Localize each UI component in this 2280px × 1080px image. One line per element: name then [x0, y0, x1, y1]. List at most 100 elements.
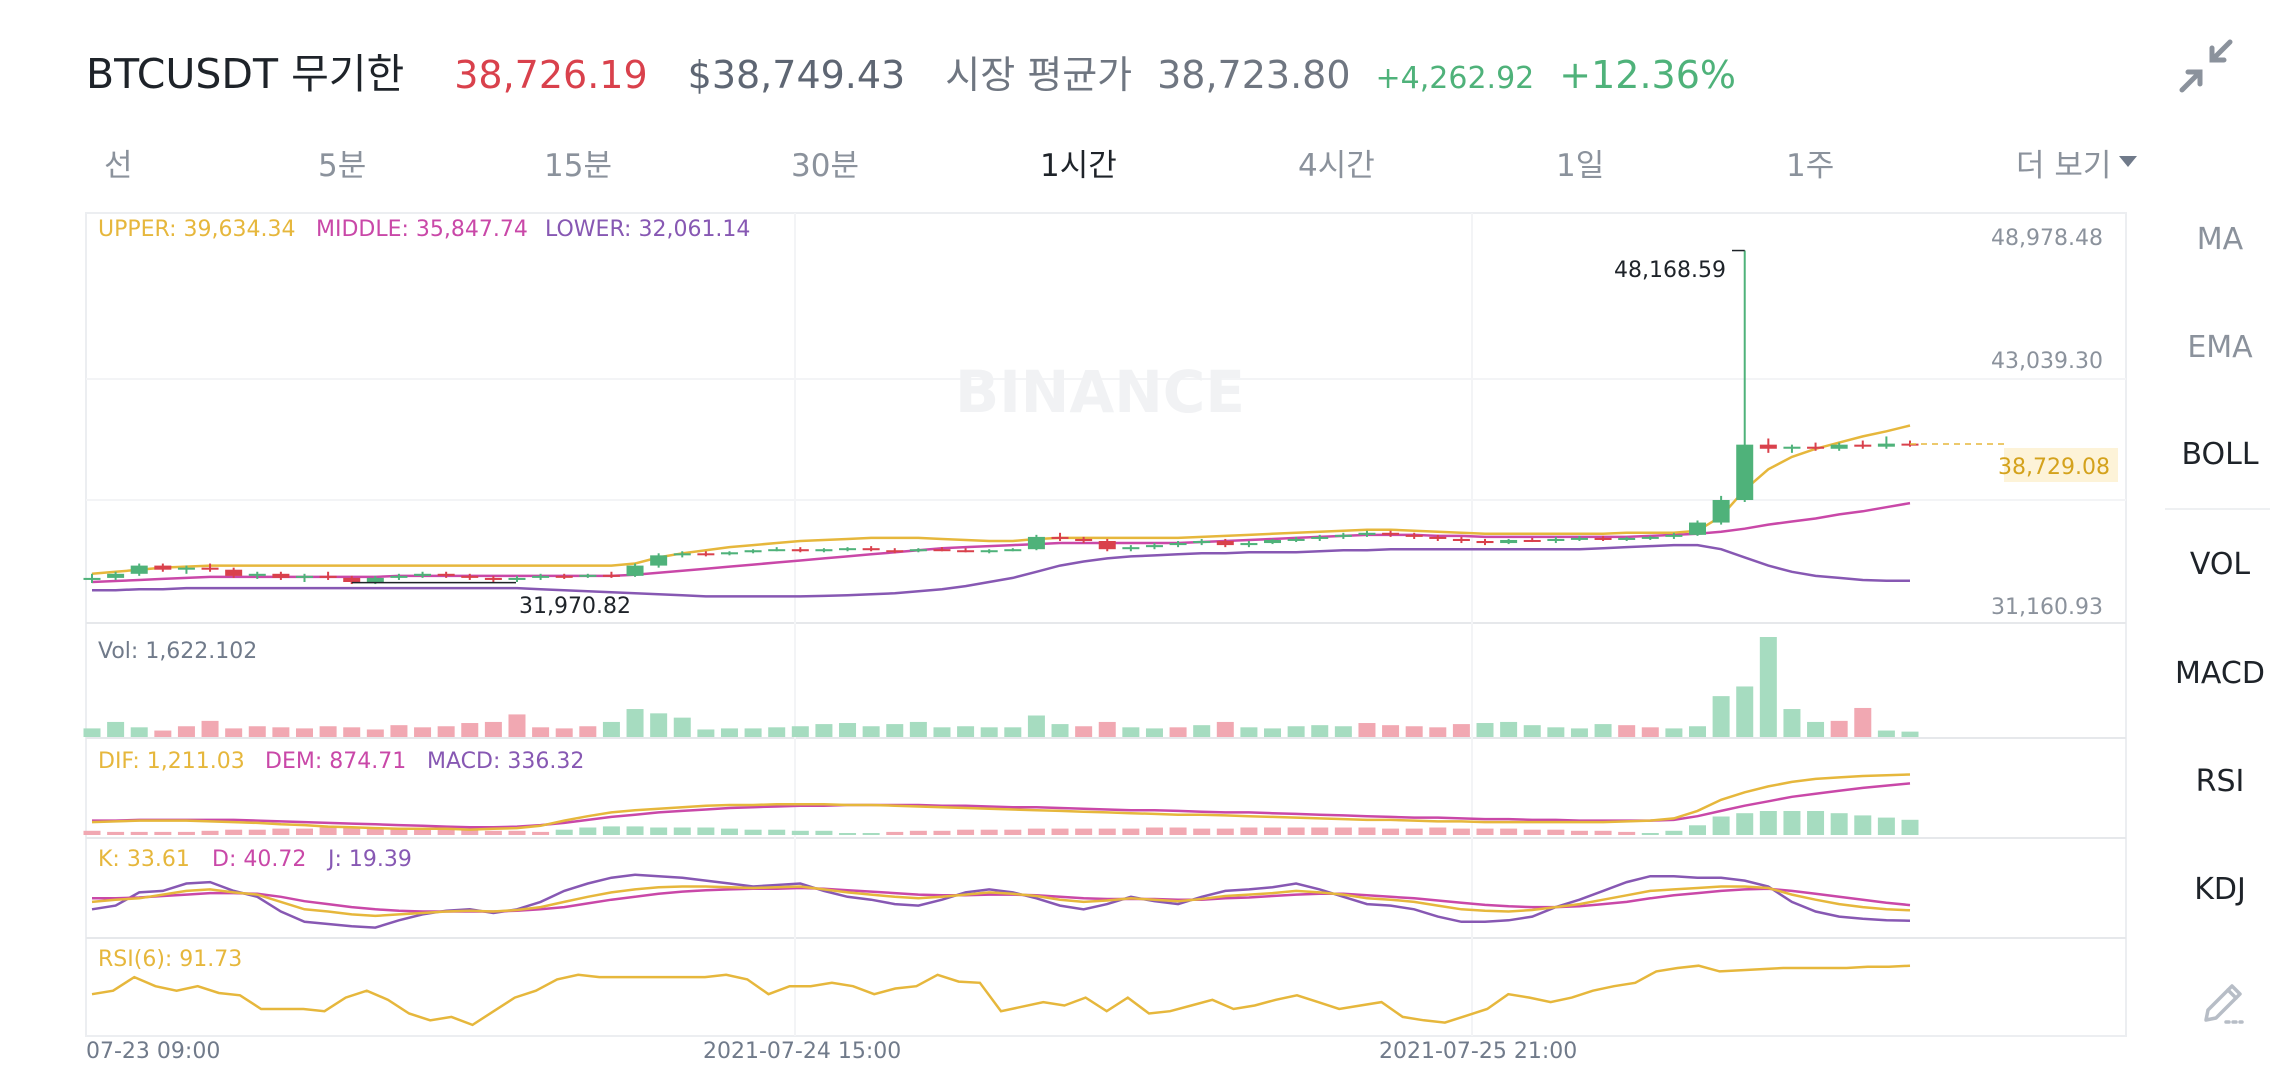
- candle-body: [130, 565, 148, 574]
- macd-histogram-bar: [791, 830, 809, 835]
- volume-bar: [1500, 721, 1518, 737]
- candle-body: [1193, 541, 1211, 544]
- macd-histogram-bar: [1547, 829, 1565, 835]
- macd-dem-label: DEM: 874.71: [265, 749, 406, 774]
- volume-bar: [1122, 727, 1140, 737]
- kdj-d-label: D: 40.72: [212, 847, 306, 872]
- macd-histogram-bar: [1877, 817, 1895, 835]
- candle-body: [319, 575, 337, 578]
- candle-body: [957, 550, 975, 553]
- candle-body: [579, 574, 597, 577]
- candle-body: [886, 550, 904, 553]
- candle-body: [1382, 532, 1400, 535]
- macd-histogram-bar: [1264, 827, 1282, 835]
- volume-bar: [390, 725, 408, 737]
- macd-histogram-bar: [1618, 831, 1636, 835]
- symbol-title[interactable]: BTCUSDT 무기한: [86, 50, 405, 98]
- macd-value-label: MACD: 336.32: [427, 749, 584, 774]
- pencil-draw-icon[interactable]: [2198, 978, 2248, 1028]
- boll-middle-line: [91, 501, 1911, 584]
- candle-body: [1641, 536, 1659, 539]
- side-item-ema[interactable]: EMA: [2187, 330, 2253, 365]
- macd-histogram-bar: [272, 828, 290, 835]
- macd-histogram-bar: [1358, 827, 1376, 835]
- macd-histogram-bar: [343, 827, 361, 835]
- volume-bar: [130, 727, 148, 737]
- volume-bar: [1382, 725, 1400, 737]
- candle-body: [909, 549, 927, 552]
- tab-30m[interactable]: 30분: [791, 148, 859, 184]
- candle-body: [1665, 534, 1683, 537]
- macd-histogram-bar: [1523, 829, 1541, 835]
- candle-body: [815, 549, 833, 552]
- volume-bar: [366, 729, 384, 737]
- macd-histogram-bar: [1665, 830, 1683, 835]
- caret-down-icon: [2119, 156, 2138, 167]
- volume-bar: [1145, 728, 1163, 737]
- macd-histogram-bar: [366, 827, 384, 835]
- macd-histogram-bar: [1759, 811, 1777, 835]
- volume-pane: [83, 637, 1919, 737]
- volume-bar: [933, 727, 951, 737]
- candle-body: [1122, 547, 1140, 550]
- macd-histogram-bar: [1004, 829, 1022, 835]
- volume-bar: [1476, 723, 1494, 737]
- volume-bar: [343, 727, 361, 737]
- candle-body: [1098, 541, 1116, 550]
- volume-bar: [673, 717, 691, 737]
- candle-body: [1358, 532, 1376, 535]
- volume-bar: [437, 726, 455, 737]
- volume-bar: [1570, 728, 1588, 737]
- macd-histogram-bar: [532, 831, 550, 835]
- rsi-label: RSI(6): 91.73: [98, 947, 242, 972]
- macd-histogram-bar: [508, 830, 526, 835]
- volume-bar: [1523, 725, 1541, 737]
- macd-histogram-bar: [154, 831, 172, 835]
- tab-1h[interactable]: 1시간: [1040, 148, 1117, 184]
- macd-histogram-bar: [1830, 813, 1848, 835]
- volume-bar: [295, 728, 313, 737]
- y-tick-top: 48,978.48: [1991, 226, 2103, 251]
- side-item-boll[interactable]: BOLL: [2181, 437, 2259, 472]
- candle-body: [720, 552, 738, 555]
- candle-body: [555, 575, 573, 578]
- tab-5m[interactable]: 5분: [318, 148, 367, 184]
- macd-dif-label: DIF: 1,211.03: [98, 749, 245, 774]
- macd-histogram-bar: [83, 830, 101, 835]
- side-item-kdj[interactable]: KDJ: [2194, 872, 2246, 907]
- side-item-macd[interactable]: MACD: [2175, 656, 2265, 691]
- candle-body: [1830, 444, 1848, 449]
- volume-bar: [1759, 637, 1777, 737]
- volume-bar: [107, 721, 125, 737]
- macd-histogram-bar: [626, 826, 644, 835]
- side-item-ma[interactable]: MA: [2196, 222, 2244, 257]
- tab-1w[interactable]: 1주: [1786, 148, 1835, 184]
- side-item-vol[interactable]: VOL: [2189, 547, 2251, 582]
- side-item-rsi[interactable]: RSI: [2195, 764, 2245, 799]
- tab-more[interactable]: 더 보기: [2016, 140, 2138, 185]
- tab-15m[interactable]: 15분: [544, 148, 612, 184]
- volume-bar: [1877, 730, 1895, 737]
- candle-body: [626, 565, 644, 576]
- candle-body: [602, 574, 620, 577]
- macd-histogram-bar: [1452, 828, 1470, 835]
- volume-bar: [1618, 725, 1636, 737]
- volume-bar: [1547, 727, 1565, 737]
- volume-bar: [248, 726, 266, 737]
- macd-histogram-bar: [1051, 828, 1069, 835]
- candle-body: [414, 573, 432, 576]
- tab-4h[interactable]: 4시간: [1298, 148, 1375, 184]
- tab-line[interactable]: 선: [104, 148, 133, 184]
- boll-lower-label: LOWER: 32,061.14: [545, 217, 750, 242]
- macd-histogram-bar: [555, 829, 573, 835]
- macd-histogram-bar: [957, 829, 975, 835]
- macd-histogram-bar: [1075, 828, 1093, 835]
- macd-histogram-bar: [720, 828, 738, 835]
- tab-1d[interactable]: 1일: [1556, 148, 1605, 184]
- macd-dif-line: [91, 773, 1911, 831]
- tab-more-label: 더 보기: [2016, 148, 2112, 184]
- collapse-arrows-icon[interactable]: [2176, 36, 2236, 96]
- kdj-pane: [91, 873, 1911, 929]
- binance-watermark: BINANCE: [955, 358, 1245, 426]
